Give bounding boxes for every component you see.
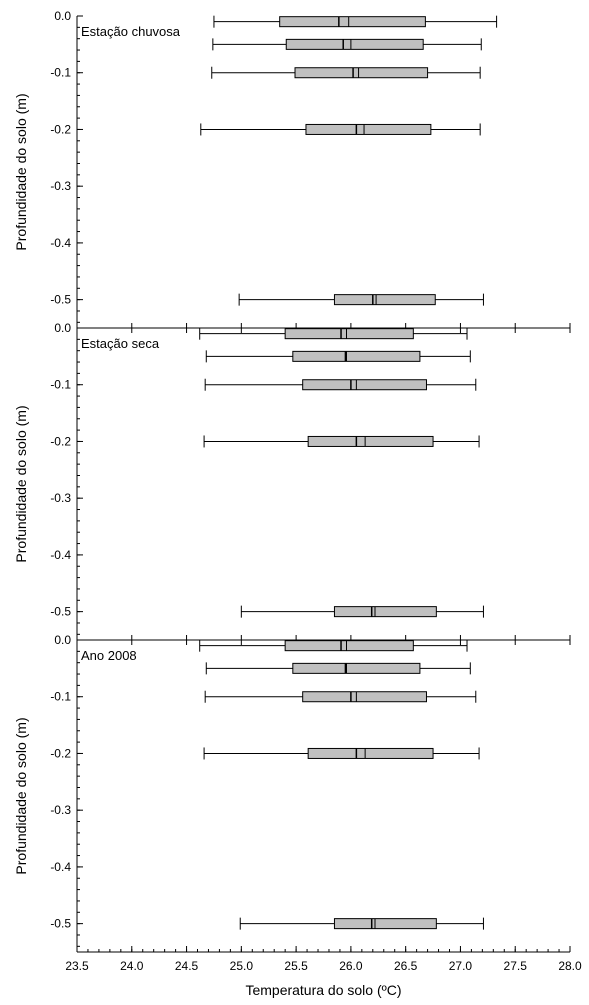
x-tick-label: 27.5 <box>504 959 528 973</box>
panel-title: Estação chuvosa <box>81 24 181 39</box>
panel-title: Estação seca <box>81 336 160 351</box>
y-axis-title: Profundidade do solo (m) <box>13 405 29 562</box>
x-tick-label: 28.0 <box>558 959 582 973</box>
y-tick-label: -0.2 <box>50 746 71 760</box>
x-tick-label: 25.0 <box>230 959 254 973</box>
y-tick-label: -0.1 <box>50 378 71 392</box>
panel-title: Ano 2008 <box>81 648 137 663</box>
y-tick-label: -0.5 <box>50 917 71 931</box>
y-tick-label: 0.0 <box>54 9 71 23</box>
x-tick-label: 25.5 <box>284 959 308 973</box>
box <box>333 918 437 930</box>
y-tick-label: -0.4 <box>50 236 71 250</box>
y-tick-label: -0.4 <box>50 860 71 874</box>
box <box>284 640 414 652</box>
box <box>307 435 434 447</box>
box <box>292 350 421 362</box>
y-tick-label: -0.3 <box>50 803 71 817</box>
y-tick-label: -0.5 <box>50 605 71 619</box>
box <box>302 379 427 391</box>
x-tick-label: 27.0 <box>449 959 473 973</box>
x-tick-label: 26.5 <box>394 959 418 973</box>
box <box>279 16 426 28</box>
box <box>305 123 432 135</box>
y-tick-label: -0.2 <box>50 122 71 136</box>
y-axis-title: Profundidade do solo (m) <box>13 93 29 250</box>
x-tick-label: 23.5 <box>65 959 89 973</box>
y-tick-label: -0.2 <box>50 434 71 448</box>
y-tick-label: -0.5 <box>50 293 71 307</box>
y-tick-label: -0.4 <box>50 548 71 562</box>
y-tick-label: 0.0 <box>54 321 71 335</box>
box <box>294 67 429 79</box>
box <box>284 328 414 340</box>
box <box>302 691 427 703</box>
y-tick-label: 0.0 <box>54 633 71 647</box>
x-tick-label: 26.0 <box>339 959 363 973</box>
x-tick-label: 24.0 <box>120 959 144 973</box>
box <box>333 294 436 306</box>
x-tick-label: 24.5 <box>175 959 199 973</box>
box <box>333 606 437 618</box>
x-axis-title: Temperatura do solo (ºC) <box>245 982 401 998</box>
y-axis-title: Profundidade do solo (m) <box>13 717 29 874</box>
box <box>292 662 421 674</box>
box <box>285 38 424 50</box>
box <box>307 747 434 759</box>
y-tick-label: -0.3 <box>50 491 71 505</box>
y-tick-label: -0.1 <box>50 690 71 704</box>
y-tick-label: -0.3 <box>50 179 71 193</box>
y-tick-label: -0.1 <box>50 66 71 80</box>
